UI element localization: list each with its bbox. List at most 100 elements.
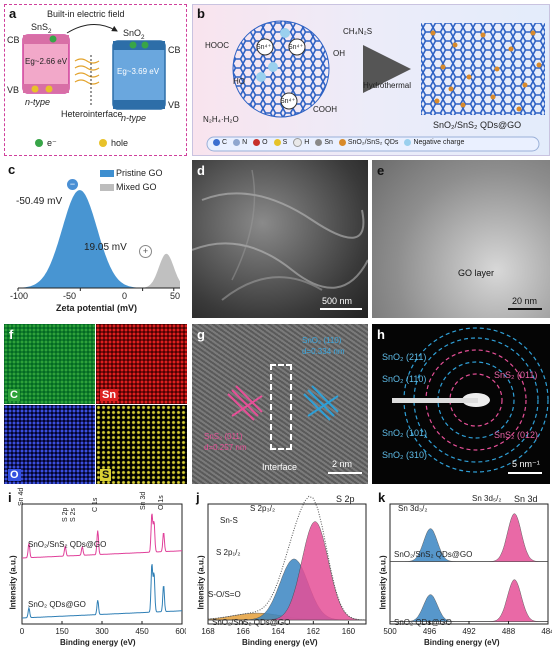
panel-h-label: h	[377, 327, 385, 342]
cb-left: CB	[7, 35, 20, 45]
interface-box	[270, 364, 292, 450]
h-left-2: SnO₂ (101)	[382, 428, 428, 438]
legend-swatch-pristine	[100, 170, 114, 177]
legend-dot	[404, 139, 412, 146]
field-title: Built-in electric field	[47, 9, 125, 19]
h-left-1: SnO₂ (110)	[382, 374, 427, 384]
legend-electron: e⁻	[47, 138, 57, 148]
panel-g: g SnO₂ (110) d=0.334 nm SnS₂ (011) d=0.2…	[192, 324, 368, 484]
panel-d-label: d	[197, 163, 205, 178]
vb-right: VB	[168, 100, 181, 110]
sn3d-tick-label-4: 484	[541, 627, 552, 636]
legend-dot	[273, 139, 281, 146]
pos-charge-icon: +	[139, 245, 152, 258]
left-gap: Eg~2.66 eV	[25, 57, 68, 66]
ylabel-i: Intensity (a.u.)	[8, 555, 18, 610]
i-top-sample: SnO₂/SnS₂ QDs@GO	[28, 540, 107, 549]
xps-tick-label-0: 0	[20, 627, 25, 636]
eds-map-o: O	[4, 405, 95, 484]
reagent: CH₄N₂S	[343, 27, 373, 36]
group-oh: OH	[333, 49, 345, 58]
annot-pristine: -50.49 mV	[16, 196, 63, 207]
xps-tick-label-2: 300	[95, 627, 109, 636]
xps-tick-label-4: 600	[175, 627, 186, 636]
tick-c-3: 50	[170, 291, 181, 301]
panel-d: d 500 nm	[192, 160, 368, 318]
k-title: Sn 3d	[514, 494, 538, 504]
legend-dot	[293, 138, 303, 147]
peak-c1s: C 1s	[92, 497, 99, 512]
panel-a-label: a	[9, 6, 17, 21]
k-bottom-sample: SnO₂ QDs@GO	[394, 618, 452, 627]
j-annot-s2p32: S 2p₃/₂	[250, 504, 276, 513]
sns2-d: d=0.257 nm	[204, 443, 247, 452]
eds-label-o: O	[8, 469, 21, 481]
panel-j-label: j	[196, 490, 200, 505]
panel-b-label: b	[197, 6, 205, 21]
legend-mixed: Mixed GO	[116, 182, 157, 192]
eds-label-s: S	[100, 469, 112, 481]
scalebar-e-line	[508, 308, 542, 310]
synthesis-scheme	[206, 20, 545, 152]
sno2-plane: SnO₂ (110)	[302, 336, 342, 345]
panel-k: k 500 496 492 488 484 Sn 3d Sn 3d₃/₂ Sn 3d₅/…	[372, 490, 552, 652]
legend-pristine: Pristine GO	[116, 168, 163, 178]
eds-label-c: C	[8, 389, 20, 401]
saed-rings	[392, 327, 549, 473]
zeta-chart	[17, 170, 180, 291]
panel-j: j 168 166 164 162 160 S 2p SnO₂/SnS₂ QDs@GO …	[190, 490, 370, 652]
qd-dots	[430, 30, 542, 112]
tick-c-1: -50	[63, 291, 77, 301]
k-annot-32: Sn 3d₃/₂	[398, 504, 428, 513]
k-annot-52: Sn 3d₅/₂	[472, 494, 502, 503]
legend-item: C	[213, 139, 227, 146]
sno2-label: SnO2	[123, 28, 145, 41]
panel-a: a Built-in electric field SnS2 SnO2 Eg~2…	[4, 4, 187, 156]
scalebar-g-line	[328, 472, 362, 474]
legend-item: Sn	[315, 139, 333, 146]
legend-swatch-mixed	[100, 184, 114, 191]
j-sample: SnO₂/SnS₂ QDs@GO	[212, 618, 291, 627]
panel-g-label: g	[197, 327, 205, 342]
zeta-series-0	[18, 190, 180, 288]
j-annot-sns: Sn-S	[220, 516, 238, 525]
ylabel-j: Intensity (a.u.)	[196, 555, 206, 610]
product-label: SnO₂/SnS₂ QDs@GO	[433, 120, 522, 130]
scalebar-d: 500 nm	[322, 296, 353, 306]
sn-ion-3: Sn⁴⁺	[280, 98, 296, 105]
legend-bar	[206, 136, 540, 152]
sn3d-tick-label-1: 496	[423, 627, 437, 636]
sn3d-component-1	[390, 513, 548, 562]
h-right-1: SnS₂ (012)	[494, 430, 539, 440]
annot-mixed: 19.05 mV	[84, 242, 127, 253]
sem-texture	[192, 169, 368, 301]
panel-i-label: i	[8, 490, 12, 505]
xps-tick-label-3: 450	[135, 627, 149, 636]
panel-c-label: c	[8, 162, 16, 177]
legend-row: C N O S H Sn SnO₂/SnS₂ QDs Negative char…	[213, 138, 464, 147]
group-hooc: HOOC	[205, 41, 229, 50]
group-ho: HO	[233, 77, 245, 86]
legend-item: O	[253, 139, 268, 146]
hydrothermal: Hydrothermal	[363, 81, 412, 90]
legend-item: N	[233, 139, 247, 146]
sn-ion-1: Sn⁴⁺	[256, 44, 272, 51]
group-cooh: COOH	[313, 105, 337, 114]
xlabel-i: Binding energy (eV)	[60, 638, 136, 647]
sn3d-tick-label-2: 492	[462, 627, 476, 636]
sns2-plane: SnS₂ (011)	[204, 432, 243, 441]
panel-b: b HOOC OH HO COOH Sn⁴⁺ Sn⁴⁺ Sn⁴⁺ CH₄N₂S	[192, 4, 550, 156]
sn-ion-2: Sn⁴⁺	[288, 44, 304, 51]
panel-e: e GO layer 20 nm	[372, 160, 550, 318]
xps-series-1	[22, 564, 182, 619]
right-type: n-type	[121, 113, 147, 123]
peak-sn3d: Sn 3d	[140, 491, 147, 510]
legend-dot	[315, 139, 323, 146]
h-left-0: SnO₂ (211)	[382, 352, 427, 362]
zeta-series-1	[18, 253, 180, 288]
h-right-0: SnS₂ (011)	[494, 370, 538, 380]
cb-right: CB	[168, 45, 181, 55]
xps-survey-chart: 0 150 300 450 600	[20, 503, 186, 636]
sn3d-tick-label-3: 488	[502, 627, 516, 636]
h-left-3: SnO₂ (310)	[382, 450, 428, 460]
